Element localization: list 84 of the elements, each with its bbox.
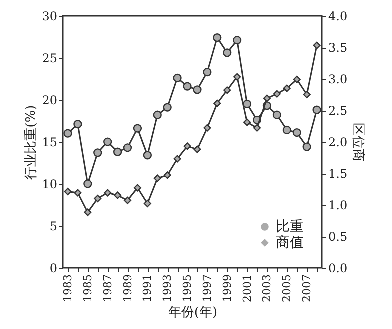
- point: [242, 100, 252, 108]
- x-tick-label: 1995: [181, 274, 194, 302]
- point: [183, 82, 192, 91]
- point: [64, 188, 72, 196]
- point: [293, 76, 301, 84]
- y-tick-label: 25: [42, 52, 58, 66]
- point: [233, 36, 242, 45]
- x-tick-label: 1987: [101, 274, 114, 302]
- x-tick-label: 2007: [300, 274, 314, 302]
- x-tick-label: 1983: [61, 274, 74, 302]
- point: [253, 124, 262, 132]
- y2-tick-label: 0.0: [328, 262, 348, 276]
- x-tick-label: 1997: [200, 274, 214, 302]
- legend-label: 商值: [276, 235, 304, 251]
- point: [213, 34, 222, 42]
- point: [204, 124, 212, 132]
- point: [263, 94, 271, 102]
- point: [302, 142, 312, 152]
- point: [134, 184, 142, 192]
- x-tick-label: 2003: [260, 274, 274, 302]
- y2-tick-label: 1.5: [328, 167, 348, 181]
- y2-tick-label: 2.5: [328, 104, 348, 118]
- x-tick-label: 1991: [141, 274, 154, 302]
- point: [153, 110, 162, 120]
- point: [194, 146, 202, 154]
- y-tick-label: 5: [50, 220, 58, 234]
- x-tick-label: 2001: [240, 274, 254, 302]
- point: [84, 180, 92, 188]
- point: [163, 103, 172, 112]
- point: [113, 148, 122, 156]
- y2-tick-label: 4.0: [328, 10, 348, 24]
- point: [214, 100, 222, 108]
- point: [174, 155, 182, 163]
- y-tick-label: 10: [42, 178, 58, 192]
- point: [144, 200, 152, 208]
- point: [273, 90, 281, 98]
- point: [84, 208, 92, 216]
- y2-tick-label: 3.5: [328, 41, 348, 55]
- y2-tick-label: 3.0: [328, 72, 348, 86]
- point: [74, 189, 82, 197]
- point: [223, 48, 232, 58]
- point: [64, 129, 72, 138]
- x-tick-label: 1993: [161, 274, 174, 302]
- point: [193, 86, 202, 94]
- point: [272, 110, 282, 120]
- y-axis-title: 行业比重(%): [24, 105, 40, 180]
- point: [104, 138, 112, 146]
- y2-axis-title: 区位商: [350, 123, 366, 162]
- point: [154, 174, 162, 182]
- point: [224, 86, 232, 94]
- point: [94, 148, 102, 158]
- point: [303, 90, 311, 99]
- legend-label: 比重: [276, 219, 304, 235]
- y2-tick-label: 0.5: [328, 230, 348, 244]
- point: [313, 42, 321, 50]
- y-tick-label: 30: [42, 10, 58, 24]
- point: [203, 68, 212, 77]
- x-tick-label: 1985: [81, 274, 94, 302]
- point: [282, 126, 292, 135]
- point: [94, 194, 102, 202]
- point: [124, 196, 132, 204]
- point: [143, 151, 152, 160]
- y2-tick-label: 2.0: [328, 136, 348, 150]
- point: [164, 172, 172, 180]
- y-tick-label: 0: [50, 262, 58, 276]
- point: [114, 192, 122, 200]
- point: [123, 144, 132, 152]
- point: [173, 74, 182, 82]
- point: [104, 189, 112, 197]
- y2-tick-label: 1.0: [328, 198, 348, 212]
- x-axis-title: 年份(年): [168, 305, 218, 320]
- point: [74, 120, 82, 129]
- point: [292, 128, 302, 138]
- point: [184, 142, 192, 150]
- point: [283, 84, 291, 92]
- point: [312, 106, 322, 114]
- y-tick-label: 15: [42, 136, 58, 150]
- point: [234, 73, 242, 81]
- point: [244, 118, 252, 126]
- point: [133, 124, 142, 133]
- x-tick-label: 1999: [220, 274, 234, 302]
- y-tick-label: 20: [42, 94, 58, 108]
- x-tick-label: 1989: [121, 274, 134, 302]
- x-tick-label: 2005: [280, 274, 294, 302]
